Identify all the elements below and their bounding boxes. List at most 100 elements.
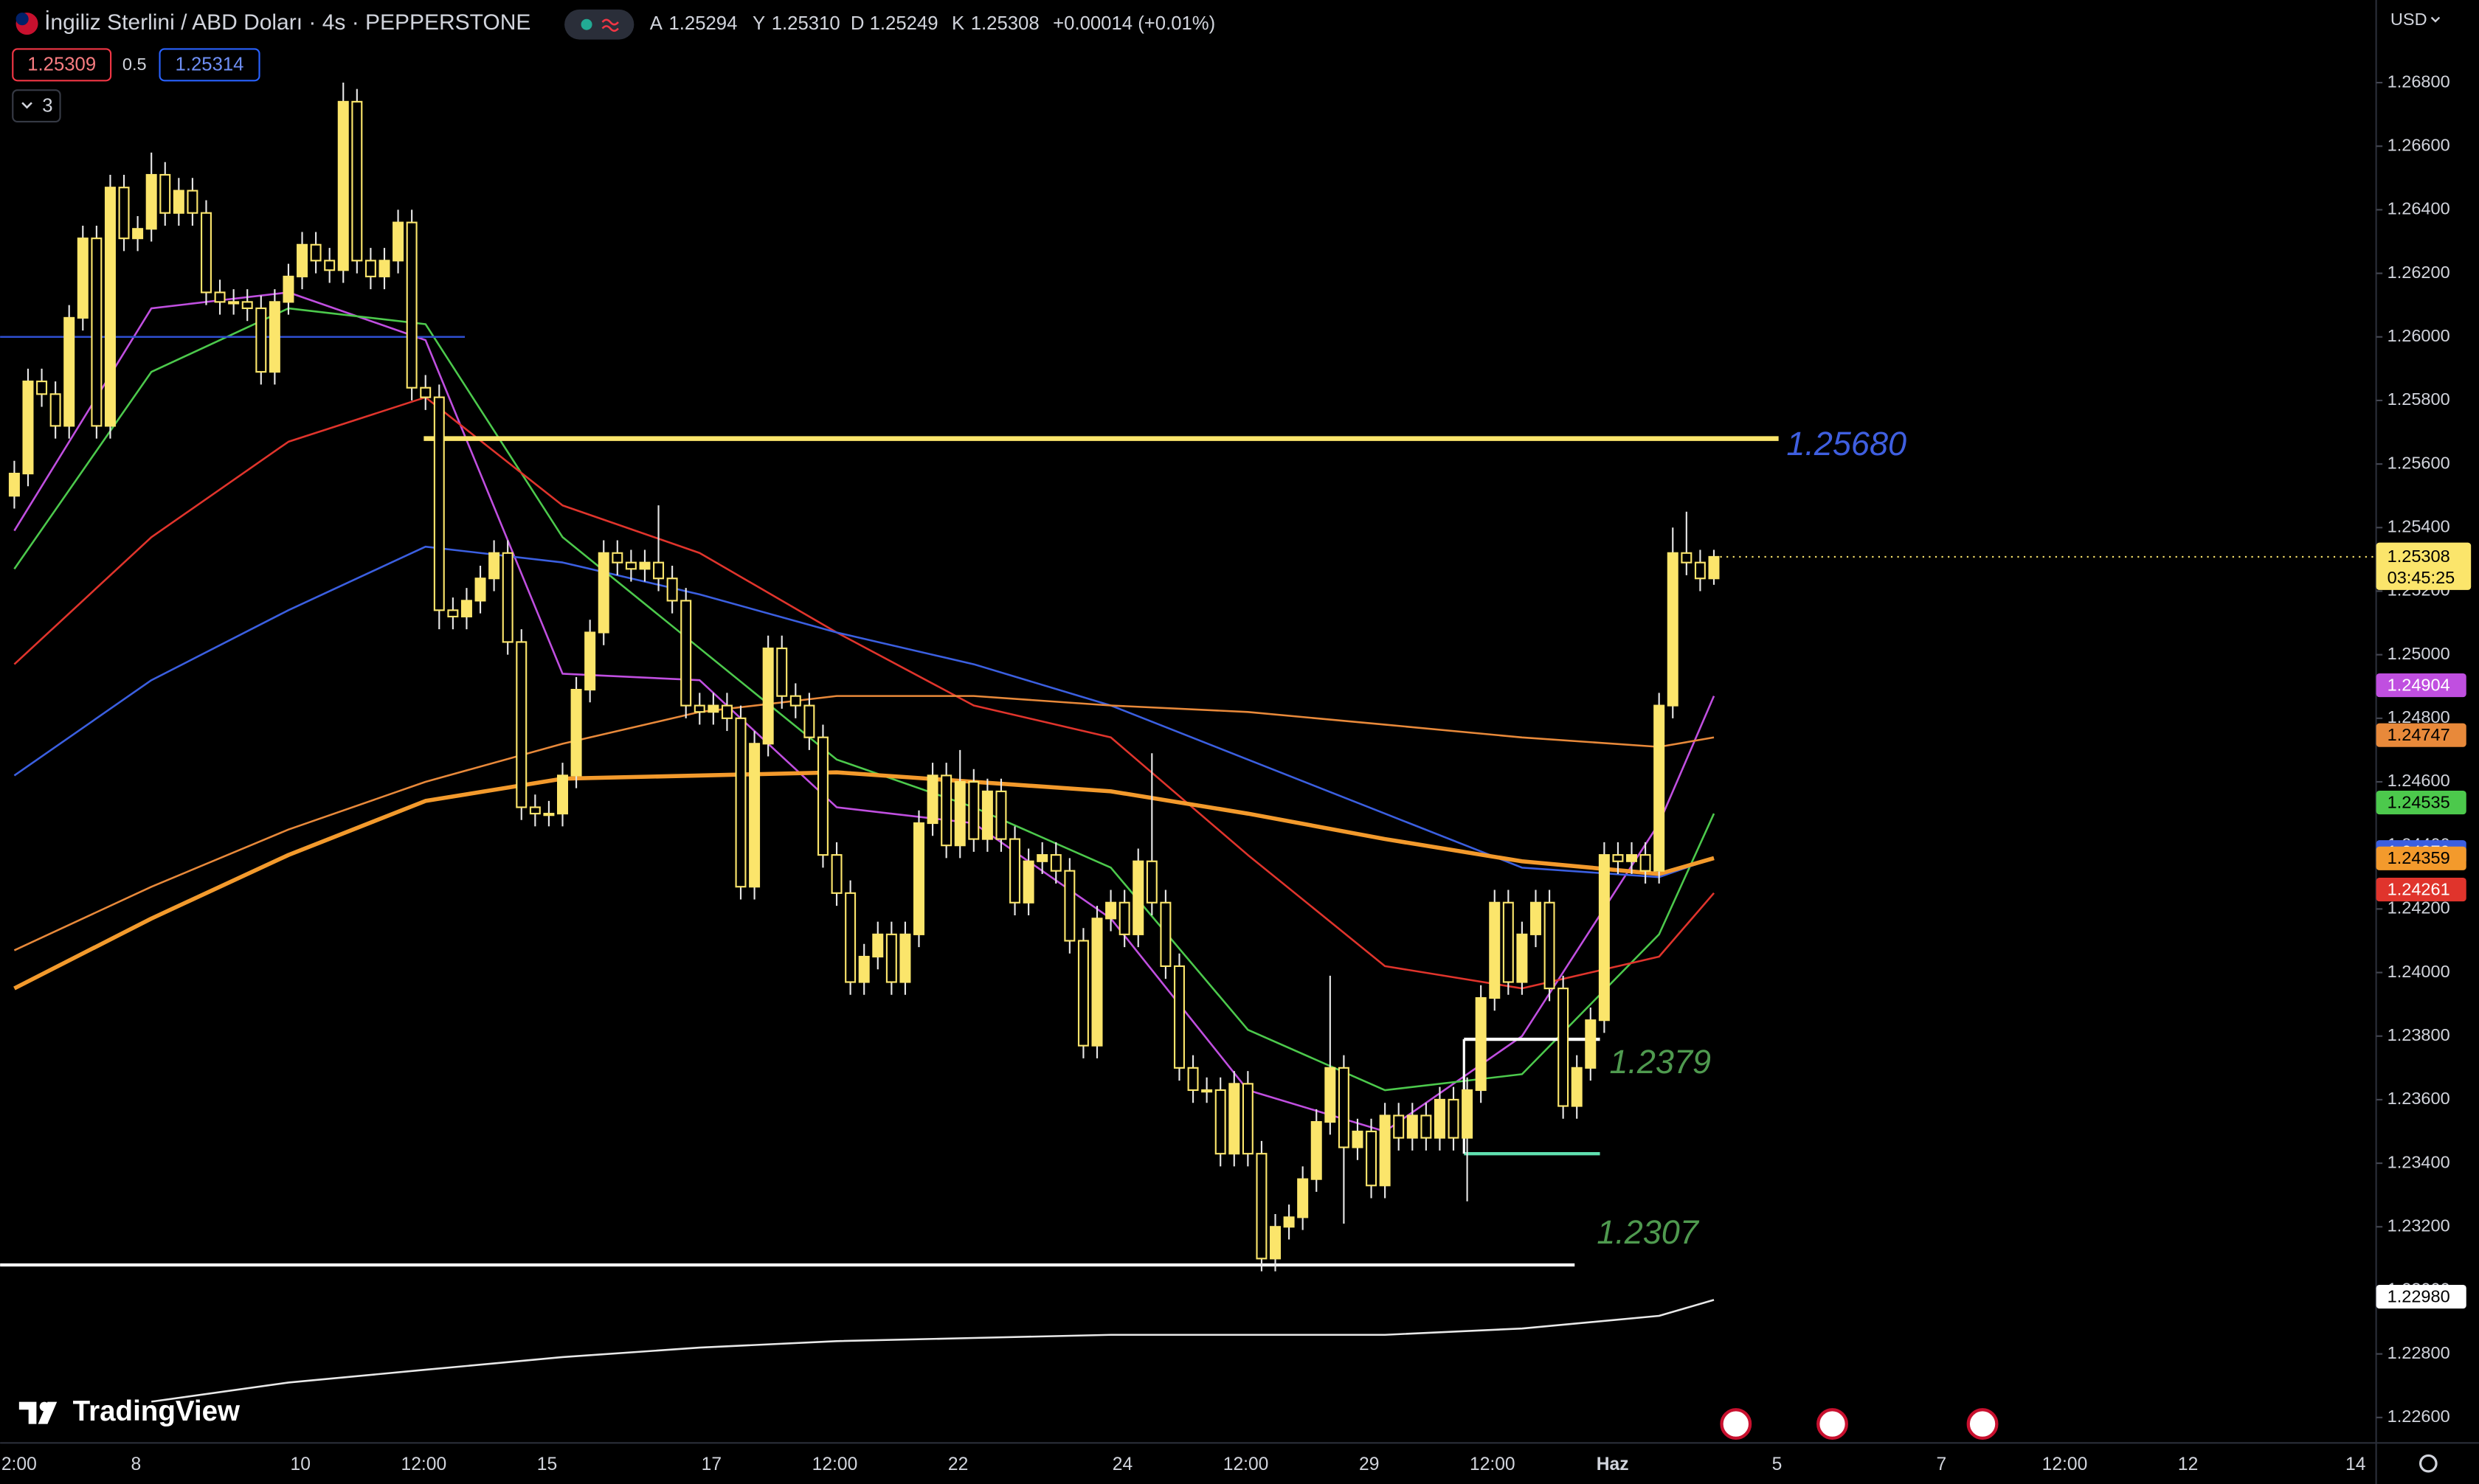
brand-name: TradingView bbox=[73, 1395, 241, 1427]
candle-body bbox=[1119, 901, 1130, 935]
bar-countdown: 03:45:25 bbox=[2388, 568, 2455, 587]
candle-body bbox=[1475, 996, 1487, 1092]
y-tick-label: 1.24000 bbox=[2388, 962, 2450, 981]
candle-body bbox=[1310, 1121, 1322, 1180]
event-markers bbox=[1720, 1408, 1999, 1440]
brand-logo-dot bbox=[39, 1401, 49, 1412]
candle-body bbox=[1571, 1067, 1583, 1107]
candle-body bbox=[598, 552, 609, 634]
x-tick-label: Haz bbox=[1597, 1454, 1629, 1474]
candle-body bbox=[1681, 552, 1693, 564]
y-tick-label: 1.26600 bbox=[2388, 135, 2450, 154]
candle-body bbox=[872, 933, 884, 958]
candle-body bbox=[214, 291, 226, 303]
candle-body bbox=[927, 774, 938, 825]
candle-body bbox=[1091, 918, 1103, 1047]
x-tick-label: 15 bbox=[537, 1454, 557, 1474]
candle-body bbox=[639, 561, 651, 570]
ohlc-key: D bbox=[851, 13, 865, 34]
candle-body bbox=[968, 780, 980, 840]
candle-body bbox=[1064, 870, 1076, 942]
candle-body bbox=[488, 552, 500, 580]
x-tick-label: 12:00 bbox=[2042, 1454, 2088, 1474]
candle-body bbox=[378, 260, 390, 277]
candle-body bbox=[91, 237, 103, 427]
buy-button[interactable] bbox=[159, 48, 260, 82]
x-tick-label: 5 bbox=[1772, 1454, 1783, 1474]
candle-body bbox=[159, 173, 171, 214]
candle-body bbox=[584, 631, 596, 691]
candle-body bbox=[954, 780, 966, 847]
candle-body bbox=[570, 688, 582, 777]
event-icon[interactable] bbox=[1966, 1408, 1999, 1440]
market-status-dot bbox=[581, 18, 592, 30]
x-tick-label: 10 bbox=[291, 1454, 311, 1474]
candle-body bbox=[1077, 940, 1089, 1047]
x-tick-label: 2:00 bbox=[1, 1454, 37, 1474]
last-price-label: 1.25308 bbox=[2388, 547, 2450, 566]
ask-price: 1.25314 bbox=[176, 55, 244, 75]
x-tick-label: 7 bbox=[1937, 1454, 1947, 1474]
indicator-count: 3 bbox=[42, 95, 52, 116]
candle-body bbox=[831, 854, 843, 894]
price-tag-label: 1.24904 bbox=[2388, 675, 2450, 694]
indicator-line bbox=[13, 291, 1715, 1133]
y-tick-label: 1.23200 bbox=[2388, 1216, 2450, 1235]
x-tick-label: 17 bbox=[702, 1454, 722, 1474]
candle-body bbox=[708, 704, 719, 713]
x-tick-label: 12:00 bbox=[812, 1454, 858, 1474]
ohlc-legend: A 1.25294 Y 1.25310 D 1.25249 K 1.25308 +0.00014… bbox=[650, 13, 1215, 34]
currency-label[interactable]: USD bbox=[2390, 10, 2427, 29]
overlay: İngiliz Sterlini / ABD Doları · 4s · PEP… bbox=[12, 9, 2441, 1473]
event-icon[interactable] bbox=[1816, 1408, 1848, 1440]
status-pill[interactable] bbox=[564, 9, 635, 40]
drawing-label: 1.25680 bbox=[1786, 425, 1906, 462]
candle-body bbox=[145, 173, 157, 230]
last-price-tag bbox=[2376, 542, 2472, 590]
candle-body bbox=[173, 190, 184, 214]
candle-body bbox=[653, 561, 665, 580]
candle-body bbox=[845, 892, 857, 983]
y-tick-label: 1.25600 bbox=[2388, 453, 2450, 472]
settings-icon[interactable] bbox=[2419, 1454, 2438, 1473]
symbol-title[interactable]: İngiliz Sterlini / ABD Doları · 4s · PEP… bbox=[44, 10, 530, 35]
candle-body bbox=[1557, 988, 1569, 1107]
candle-body bbox=[1160, 901, 1172, 968]
candle-body bbox=[941, 774, 952, 847]
candle-body bbox=[8, 472, 20, 497]
sell-button[interactable] bbox=[12, 48, 112, 82]
y-tick-label: 1.23600 bbox=[2388, 1089, 2450, 1108]
candle-body bbox=[22, 381, 34, 475]
candle-body bbox=[981, 790, 993, 840]
ohlc-value: 1.25294 bbox=[668, 13, 737, 34]
candle-body bbox=[612, 552, 623, 564]
candle-body bbox=[241, 301, 253, 310]
candle-body bbox=[721, 704, 733, 719]
candle-body bbox=[1338, 1067, 1349, 1148]
indicators-toggle[interactable] bbox=[12, 89, 61, 123]
ohlc-key: K bbox=[952, 13, 964, 34]
candle-body bbox=[351, 100, 363, 262]
candle-body bbox=[1585, 1019, 1597, 1069]
candle-body bbox=[789, 695, 801, 707]
currency-chevron bbox=[2430, 16, 2441, 23]
candle-body bbox=[104, 187, 116, 427]
candle-body bbox=[1420, 1114, 1432, 1139]
x-tick-label: 14 bbox=[2345, 1454, 2365, 1474]
candle-body bbox=[680, 600, 692, 707]
price-tag bbox=[2376, 790, 2466, 815]
candle-body bbox=[1393, 1114, 1405, 1139]
candle-body bbox=[1242, 1083, 1254, 1155]
candle-body bbox=[63, 316, 75, 427]
candle-body bbox=[913, 822, 925, 935]
candle-body bbox=[1297, 1178, 1309, 1218]
ohlc-value: 1.25308 bbox=[971, 13, 1040, 34]
candle-body bbox=[420, 386, 432, 398]
candle-body bbox=[1448, 1098, 1459, 1139]
candle-body bbox=[1283, 1216, 1295, 1228]
candle-body bbox=[694, 704, 705, 713]
x-tick-label: 12:00 bbox=[401, 1454, 447, 1474]
event-icon[interactable] bbox=[1720, 1408, 1752, 1440]
chevron-icon bbox=[21, 102, 32, 109]
